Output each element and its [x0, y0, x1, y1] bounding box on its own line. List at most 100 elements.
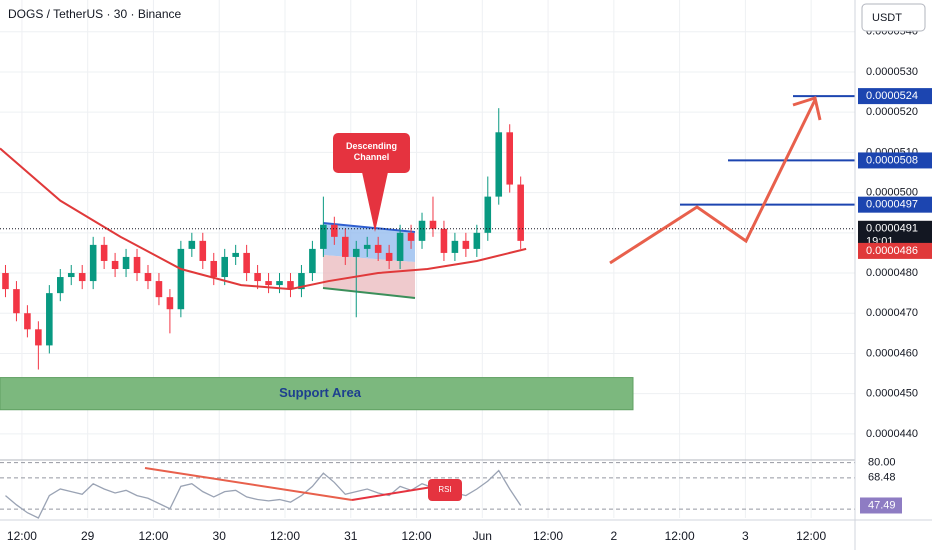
callout-box: [333, 133, 410, 173]
y-tick-label: 0.0000520: [866, 106, 918, 118]
x-tick-label: 12:00: [7, 529, 37, 543]
y-tick-label: 0.0000500: [866, 187, 918, 199]
candle-body: [78, 273, 86, 282]
rsi-label: RSI: [438, 485, 451, 494]
target-badge: [858, 196, 932, 213]
x-tick-label: 3: [742, 529, 749, 543]
price-label: 0.0000491: [866, 223, 918, 235]
rsi-divergence-line: [144, 467, 353, 501]
x-tick-label: 12:00: [270, 529, 300, 543]
moving-average: [0, 147, 527, 291]
candle-body: [276, 281, 283, 286]
candle-body: [166, 297, 174, 310]
candle-body: [177, 248, 185, 310]
candle-body: [352, 248, 360, 257]
rsi-value-label: 47.49: [868, 499, 896, 511]
candle-body: [254, 273, 261, 282]
support-area: [0, 377, 634, 411]
candle-body: [133, 256, 141, 274]
projection-arrow: [609, 99, 817, 265]
candle-body: [473, 232, 481, 249]
candle-body: [451, 240, 459, 253]
ma-label: 0.0000486: [866, 245, 918, 257]
candle-body: [89, 244, 97, 282]
channel-lower: [323, 255, 415, 298]
candle-body: [429, 220, 437, 229]
candle-body: [440, 228, 448, 253]
ma-badge: [858, 242, 932, 259]
candle-body: [287, 281, 294, 290]
x-tick-label: 12:00: [533, 529, 563, 543]
x-tick-label: 2: [611, 529, 618, 543]
rsi-badge: [428, 479, 462, 501]
callout-pointer: [362, 172, 388, 232]
candle-body: [320, 224, 327, 249]
candle-body: [407, 232, 415, 241]
candle-body: [35, 329, 42, 346]
candle-body: [243, 252, 250, 274]
candle-body: [210, 260, 218, 278]
target-label: 0.0000497: [866, 199, 918, 211]
x-tick-label: 29: [81, 529, 95, 543]
candle-body: [46, 293, 53, 346]
target-badge: [858, 152, 932, 169]
candle-body: [144, 273, 152, 282]
rsi-tick-label: 68.48: [868, 472, 896, 484]
y-tick-label: 0.0000450: [866, 388, 918, 400]
candle-body: [298, 273, 305, 290]
y-tick-label: 0.0000540: [866, 26, 918, 38]
support-layer: Support Area: [0, 377, 634, 411]
candle-body: [122, 256, 130, 270]
candle-body: [111, 260, 119, 270]
candle-body: [462, 240, 470, 249]
candle-body: [232, 252, 239, 257]
x-tick-label: 12:00: [796, 529, 826, 543]
candle-body: [57, 277, 64, 294]
candle-body: [100, 244, 108, 261]
callout-text: Descending Channel: [345, 141, 397, 162]
y-tick-label: 0.0000530: [866, 66, 918, 78]
currency-label: USDT: [872, 12, 902, 24]
candle-body: [24, 313, 31, 330]
candle-body: [155, 281, 163, 298]
candle-body: [331, 224, 338, 237]
candle-body: [374, 244, 382, 253]
candle-body: [396, 232, 404, 261]
grid-layer: [0, 0, 855, 518]
candle-body: [309, 248, 316, 274]
candle-body: [517, 184, 524, 241]
chart-title: DOGS / TetherUS · 30 · Binance: [8, 7, 182, 21]
candle-body: [13, 289, 20, 314]
candle-body: [495, 132, 503, 197]
x-tick-label: 12:00: [138, 529, 168, 543]
x-tick-label: 12:00: [665, 529, 695, 543]
x-tick-label: 31: [344, 529, 358, 543]
x-tick-label: Jun: [473, 529, 492, 543]
y-tick-label: 0.0000470: [866, 307, 918, 319]
currency-button[interactable]: [861, 3, 926, 32]
axis-layer: 0.0000440 0.0000450 0.0000460 0.0000470 0.00…: [7, 26, 932, 543]
candle-body: [2, 273, 9, 290]
x-tick-label: 30: [213, 529, 227, 543]
rsi-value-badge: [860, 497, 902, 514]
target-badge: [858, 88, 932, 105]
candle-body: [199, 240, 207, 261]
x-tick-label: 12:00: [402, 529, 432, 543]
price-layer: [0, 95, 855, 519]
candle-body: [418, 220, 426, 241]
support-label: Support Area: [279, 385, 362, 400]
y-tick-label: 0.0000480: [866, 267, 918, 279]
target-label: 0.0000524: [866, 90, 918, 102]
candle-body: [188, 240, 196, 249]
y-tick-label: 0.0000440: [866, 428, 918, 440]
rsi-pointer: [351, 486, 433, 501]
rsi-tick-label: 80.00: [868, 457, 896, 469]
channel-bottom: [322, 287, 416, 299]
y-tick-label: 0.0000460: [866, 347, 918, 359]
arrow-head: [792, 96, 822, 121]
candle-body: [385, 252, 393, 261]
candle-body: [67, 273, 75, 278]
candle-body: [342, 236, 349, 257]
